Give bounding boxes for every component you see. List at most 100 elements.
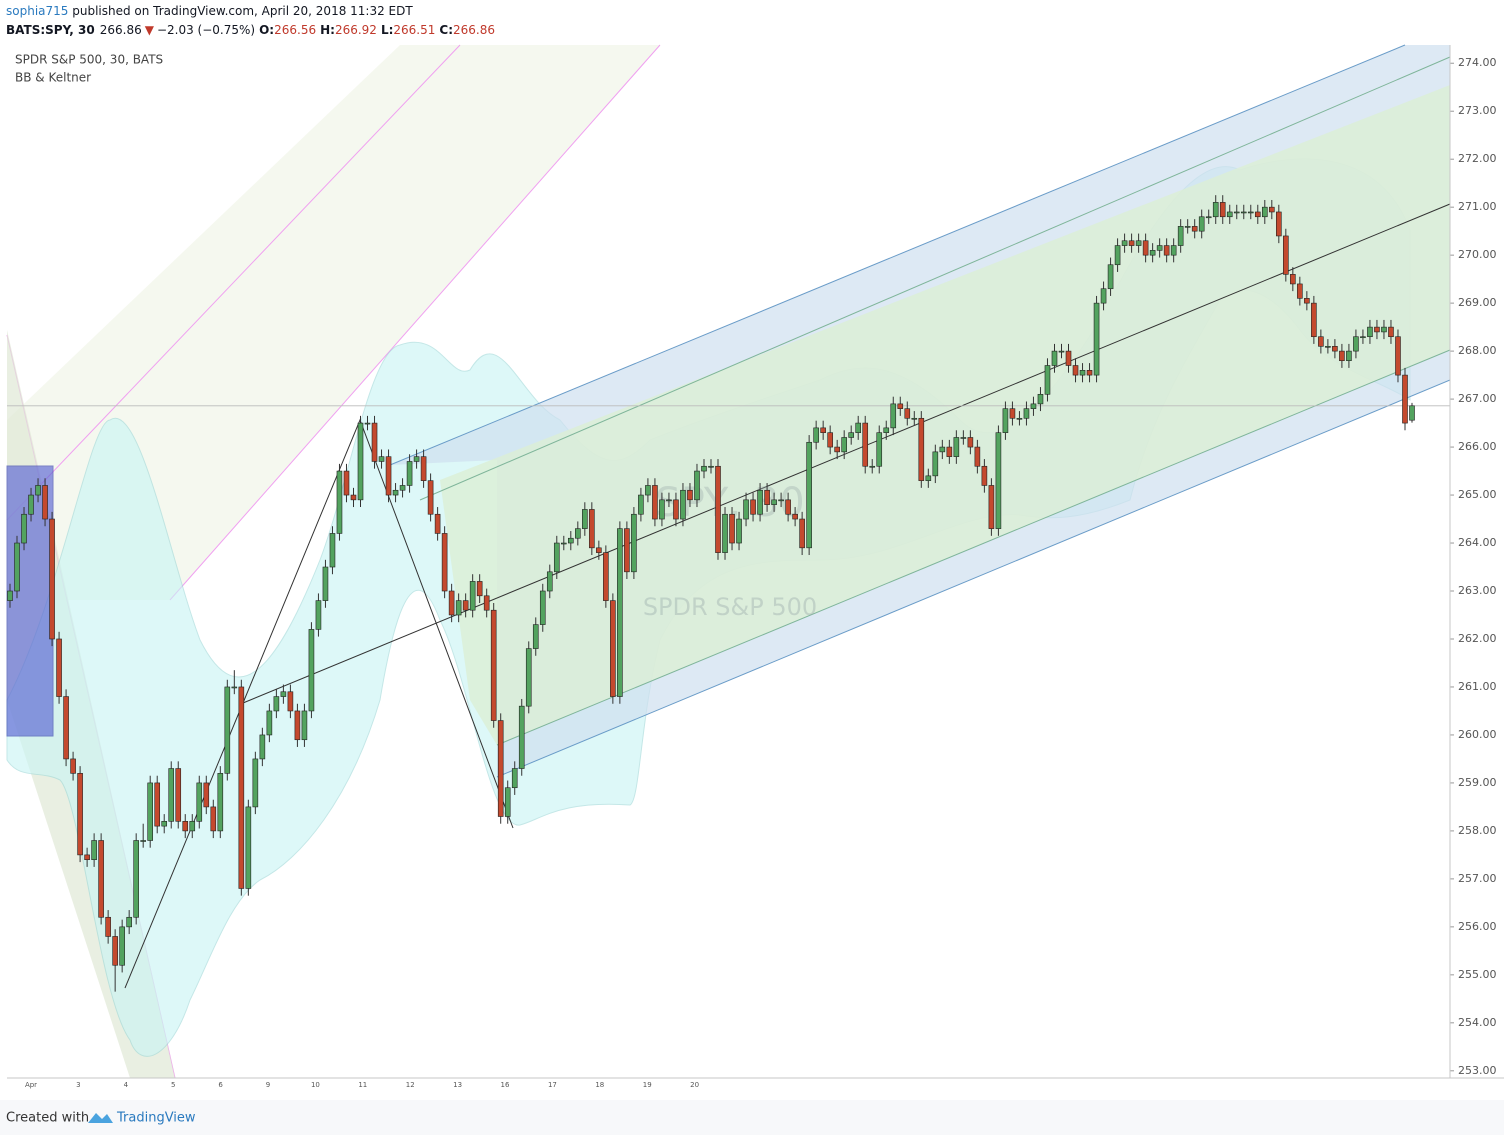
candle-body — [785, 499, 791, 515]
c-value: 266.86 — [453, 23, 495, 37]
x-tick-label: 12 — [406, 1081, 415, 1089]
candle-body — [511, 768, 518, 789]
candle-body — [1240, 211, 1247, 214]
candle-body — [1114, 245, 1121, 266]
candle-body — [63, 696, 69, 760]
candle-body — [1044, 365, 1051, 395]
pitchfork-handle — [124, 418, 514, 989]
candle-body — [862, 422, 869, 467]
candle-body — [105, 916, 111, 937]
candle-body — [301, 710, 308, 741]
candle-body — [932, 451, 939, 477]
y-tick-label: 267.00 — [1458, 392, 1497, 405]
last: 266.86 — [100, 23, 142, 37]
candle-body — [441, 533, 448, 592]
candle-body — [694, 470, 700, 501]
candle-body — [638, 494, 644, 515]
symbol: BATS:SPY, 30 — [6, 23, 95, 37]
candle-body — [567, 537, 574, 544]
candle-body — [448, 590, 455, 616]
candle-body — [1177, 226, 1184, 246]
candle-body — [210, 806, 217, 832]
candle-body — [715, 465, 721, 553]
candle-body — [848, 432, 855, 438]
candle-body — [14, 542, 20, 592]
candle-body — [589, 509, 595, 549]
candle-body — [217, 773, 224, 832]
candle-body — [974, 446, 981, 467]
candle-body — [28, 494, 34, 515]
logo — [88, 1113, 113, 1123]
candle-body — [729, 513, 735, 544]
y-tick-label: 269.00 — [1458, 296, 1497, 309]
candle-body — [98, 840, 104, 918]
candle-body — [1002, 408, 1009, 433]
candle-body — [322, 566, 329, 601]
candle-body — [1290, 274, 1296, 285]
y-tick-label: 260.00 — [1458, 728, 1497, 741]
candle-body — [154, 782, 161, 827]
candle-body — [1233, 211, 1240, 214]
footer-brand[interactable]: TradingView — [116, 1111, 196, 1126]
candle-body — [455, 600, 462, 616]
footer — [0, 1100, 1504, 1135]
pink-line — [169, 44, 661, 601]
channel-line — [496, 379, 1451, 778]
o-label: O: — [259, 23, 274, 37]
candle-body — [315, 600, 322, 630]
y-tick-label: 266.00 — [1458, 440, 1497, 453]
candle-body — [1226, 211, 1233, 218]
x-tick-label: 11 — [358, 1081, 367, 1089]
candle-body — [364, 422, 371, 425]
y-tick-label: 273.00 — [1458, 104, 1497, 117]
candle-body — [1079, 370, 1086, 376]
candle-body — [596, 547, 602, 553]
candle-body — [953, 437, 960, 457]
candle-body — [497, 720, 504, 817]
candle-body — [238, 686, 245, 889]
candle-body — [378, 456, 385, 462]
regression-line — [242, 203, 1451, 704]
candle-body — [1325, 346, 1331, 348]
candle-body — [1156, 245, 1163, 251]
candle-body — [687, 489, 693, 501]
candle-body — [869, 465, 876, 468]
candle-body — [1395, 336, 1401, 376]
candle-body — [960, 437, 967, 439]
candle-body — [918, 417, 925, 481]
candle-body — [1163, 245, 1170, 256]
author[interactable]: sophia715 — [6, 4, 68, 18]
candle-body — [1009, 408, 1016, 419]
candle-body — [680, 489, 686, 520]
candle-body — [42, 485, 48, 520]
candle-body — [617, 528, 623, 697]
c-label: C: — [439, 23, 453, 37]
candle-body — [1247, 211, 1254, 214]
candle-body — [483, 595, 490, 611]
x-tick-label: 5 — [171, 1081, 175, 1089]
candle-body — [1283, 235, 1289, 275]
candle-body — [77, 773, 83, 856]
candle-body — [750, 499, 756, 515]
candle-body — [553, 542, 560, 573]
candle-body — [1100, 288, 1107, 304]
candle-body — [182, 821, 189, 832]
legend-title: SPDR S&P 500, 30, BATS — [15, 53, 163, 67]
candle-body — [266, 710, 273, 736]
legend-study: BB & Keltner — [15, 71, 91, 85]
candle-body — [329, 533, 336, 568]
candle-body — [287, 691, 294, 712]
candle-body — [1121, 240, 1128, 246]
x-tick-label: 16 — [501, 1081, 510, 1089]
candle-body — [168, 768, 175, 822]
y-tick-label: 255.00 — [1458, 968, 1497, 981]
candle-body — [259, 734, 266, 760]
candle-body — [49, 518, 55, 640]
candle-body — [904, 408, 911, 419]
x-tick-label: 3 — [76, 1081, 80, 1089]
candle-body — [722, 513, 728, 553]
candle-body — [539, 590, 546, 625]
candle-body — [280, 691, 287, 697]
arrow: ▼ — [145, 23, 155, 37]
candle-body — [841, 437, 847, 453]
